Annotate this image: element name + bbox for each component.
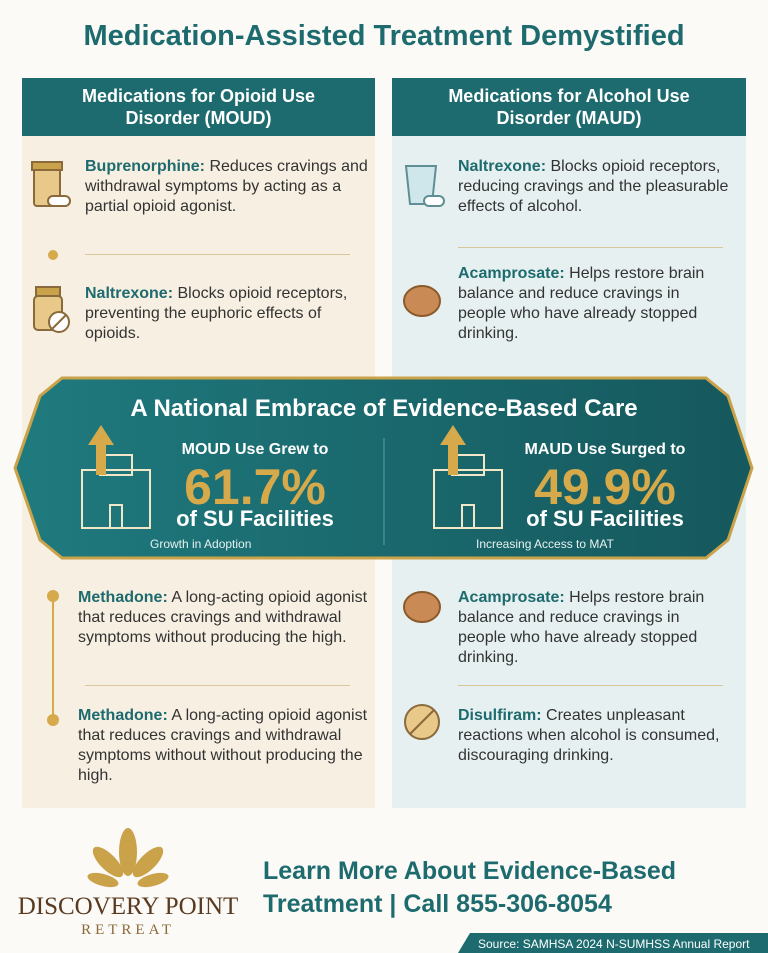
medication-item: Naltrexone: Blocks opioid receptors, pre… bbox=[85, 284, 375, 344]
medication-item: Methadone: A long-acting opioid agonist … bbox=[78, 588, 368, 648]
divider bbox=[458, 247, 723, 248]
text: Creates unpleasant reactions when alcoho… bbox=[458, 707, 720, 764]
text: Medications for Alcohol Use Disorder (MA… bbox=[448, 86, 690, 128]
text: Reduces cravings and withdrawal symptoms… bbox=[85, 158, 368, 215]
text: Helps restore brain balance and reduce c… bbox=[458, 589, 705, 666]
medication-item: Acamprosate: Helps restore brain balance… bbox=[458, 264, 713, 344]
text: Methadone: bbox=[78, 589, 168, 606]
text: Blocks opioid receptors, preventing the … bbox=[85, 285, 348, 342]
source: Source: SAMHSA 2024 N-SUMHSS Annual Repo… bbox=[478, 937, 750, 951]
text: Acamprosate: bbox=[458, 265, 565, 282]
divider bbox=[458, 685, 723, 686]
text: Buprenorphine: bbox=[85, 158, 205, 175]
banner-title: A National Embrace of Evidence-Based Car… bbox=[130, 395, 638, 422]
text: Medications for Opioid Use Disorder (MOU… bbox=[81, 86, 316, 128]
text: Methadone: bbox=[78, 707, 168, 724]
text: Naltrexone: bbox=[85, 285, 174, 302]
medication-item: Disulfiram: Creates unpleasant reactions… bbox=[458, 706, 728, 766]
stat-unit: of SU Facilities bbox=[526, 506, 684, 531]
text: Blocks opioid receptors, reducing cravin… bbox=[458, 158, 729, 215]
stat-unit: of SU Facilities bbox=[176, 506, 334, 531]
bullet bbox=[48, 250, 58, 260]
brand-sub: RETREAT bbox=[81, 922, 175, 938]
column-header: Medications for Opioid Use Disorder (MOU… bbox=[22, 78, 375, 136]
text: Disulfiram: bbox=[458, 707, 542, 724]
medication-item: Buprenorphine: Reduces cravings and with… bbox=[85, 157, 375, 217]
text: A long-acting opioid agonist that reduce… bbox=[78, 589, 368, 646]
text: Acamprosate: bbox=[458, 589, 565, 606]
medication-item: Methadone: A long-acting opioid agonist … bbox=[78, 706, 368, 786]
call-to-action: Learn More About Evidence-Based Treatmen… bbox=[263, 857, 677, 918]
brand-name: DISCOVERY POINT bbox=[17, 893, 239, 920]
medication-item: Acamprosate: Helps restore brain balance… bbox=[458, 588, 713, 668]
divider bbox=[85, 254, 350, 255]
stat-caption: Increasing Access to MAT bbox=[476, 537, 614, 551]
stat-caption: Growth in Adoption bbox=[150, 537, 252, 551]
stat-value: 49.9% bbox=[534, 459, 676, 515]
divider bbox=[85, 685, 350, 686]
stat-label: MAUD Use Surged to bbox=[524, 441, 686, 458]
column-header: Medications for Alcohol Use Disorder (MA… bbox=[392, 78, 746, 136]
page-title: Medication-Assisted Treatment Demystifie… bbox=[83, 20, 685, 52]
text: Naltrexone: bbox=[458, 158, 547, 175]
stat-value: 61.7% bbox=[184, 459, 326, 515]
text: Helps restore brain balance and reduce c… bbox=[458, 265, 705, 342]
medication-item: Naltrexone: Blocks opioid receptors, red… bbox=[458, 157, 748, 217]
stat-label: MOUD Use Grew to bbox=[181, 441, 329, 458]
text: A long-acting opioid agonist that reduce… bbox=[78, 707, 368, 784]
